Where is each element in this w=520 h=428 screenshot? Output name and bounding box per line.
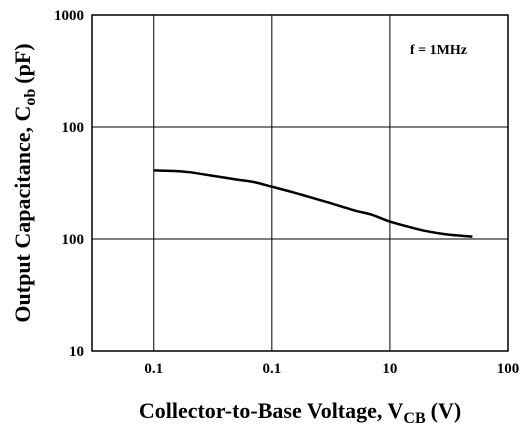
- series-line: [153, 169, 473, 238]
- x-axis-title: Collector-to-Base Voltage, VCB (V): [139, 398, 461, 427]
- x-tick-label: 0.1: [262, 361, 281, 377]
- x-tick-label: 100: [497, 361, 520, 377]
- x-tick-label: 10: [382, 361, 397, 377]
- x-tick-label: 0.1: [144, 361, 163, 377]
- y-tick-label: 100: [62, 120, 85, 136]
- y-axis-title-main: Output Capacitance, C: [10, 106, 35, 323]
- y-axis-title: Output Capacitance, Cob (pF): [10, 43, 39, 322]
- x-tick-labels: 0.1 0.1 10 100: [144, 361, 519, 377]
- y-tick-label: 100: [62, 232, 85, 248]
- y-tick-label: 10: [69, 344, 84, 360]
- frequency-annotation: f = 1MHz: [410, 43, 467, 58]
- x-axis-title-sub: CB: [403, 410, 426, 427]
- grid: [92, 15, 508, 351]
- y-axis-title-unit: (pF): [10, 43, 35, 83]
- y-axis-title-sub: ob: [22, 89, 39, 106]
- y-tick-label: 1000: [54, 8, 84, 24]
- y-tick-labels: 1000 100 100 10: [54, 8, 84, 360]
- x-axis-title-unit: (V): [431, 398, 462, 423]
- plot-frame: [91, 14, 509, 352]
- x-axis-title-main: Collector-to-Base Voltage, V: [139, 398, 404, 423]
